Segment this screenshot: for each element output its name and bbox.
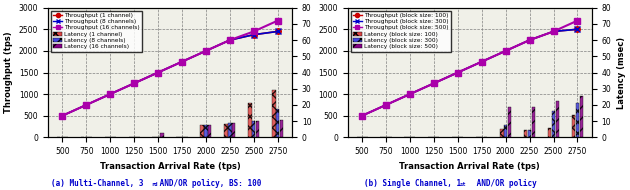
Bar	[556, 101, 559, 137]
Text: AND/OR policy: AND/OR policy	[472, 179, 536, 188]
Bar	[280, 120, 284, 137]
Bar	[200, 125, 203, 137]
Bar	[224, 124, 227, 137]
Legend: Throughput (1 channel), Throughput (8 channels), Throughput (16 channels), Laten: Throughput (1 channel), Throughput (8 ch…	[51, 11, 142, 51]
Bar	[508, 107, 511, 137]
Bar	[272, 90, 275, 137]
Bar	[524, 130, 527, 137]
Y-axis label: Throughput (tps): Throughput (tps)	[4, 32, 13, 113]
Bar	[580, 96, 583, 137]
Bar	[504, 125, 507, 137]
Bar	[276, 109, 280, 137]
X-axis label: Transaction Arrival Rate (tps): Transaction Arrival Rate (tps)	[399, 162, 540, 171]
Bar	[256, 121, 260, 137]
Bar	[252, 121, 256, 137]
Bar	[528, 130, 531, 137]
Bar	[576, 103, 579, 137]
Bar	[204, 125, 208, 137]
Bar	[228, 123, 232, 137]
Text: (a) Multi-Channel, 3: (a) Multi-Channel, 3	[52, 179, 144, 188]
Bar	[232, 123, 236, 137]
Bar	[208, 125, 212, 137]
Legend: Throughput (block size: 100), Throughput (block size: 300), Throughput (block si: Throughput (block size: 100), Throughput…	[351, 11, 451, 51]
Bar	[532, 107, 535, 137]
Text: (b) Single Channel, 1: (b) Single Channel, 1	[364, 179, 461, 188]
Bar	[248, 103, 251, 137]
Text: st: st	[460, 182, 466, 187]
Bar	[500, 129, 503, 137]
Bar	[548, 128, 551, 137]
X-axis label: Transaction Arrival Rate (tps): Transaction Arrival Rate (tps)	[100, 162, 241, 171]
Y-axis label: Latency (msec): Latency (msec)	[617, 36, 626, 108]
Bar	[552, 111, 555, 137]
Bar	[572, 115, 575, 137]
Text: AND/OR policy, BS: 100: AND/OR policy, BS: 100	[155, 179, 261, 188]
Bar	[160, 133, 164, 137]
Text: rd: rd	[151, 182, 158, 187]
